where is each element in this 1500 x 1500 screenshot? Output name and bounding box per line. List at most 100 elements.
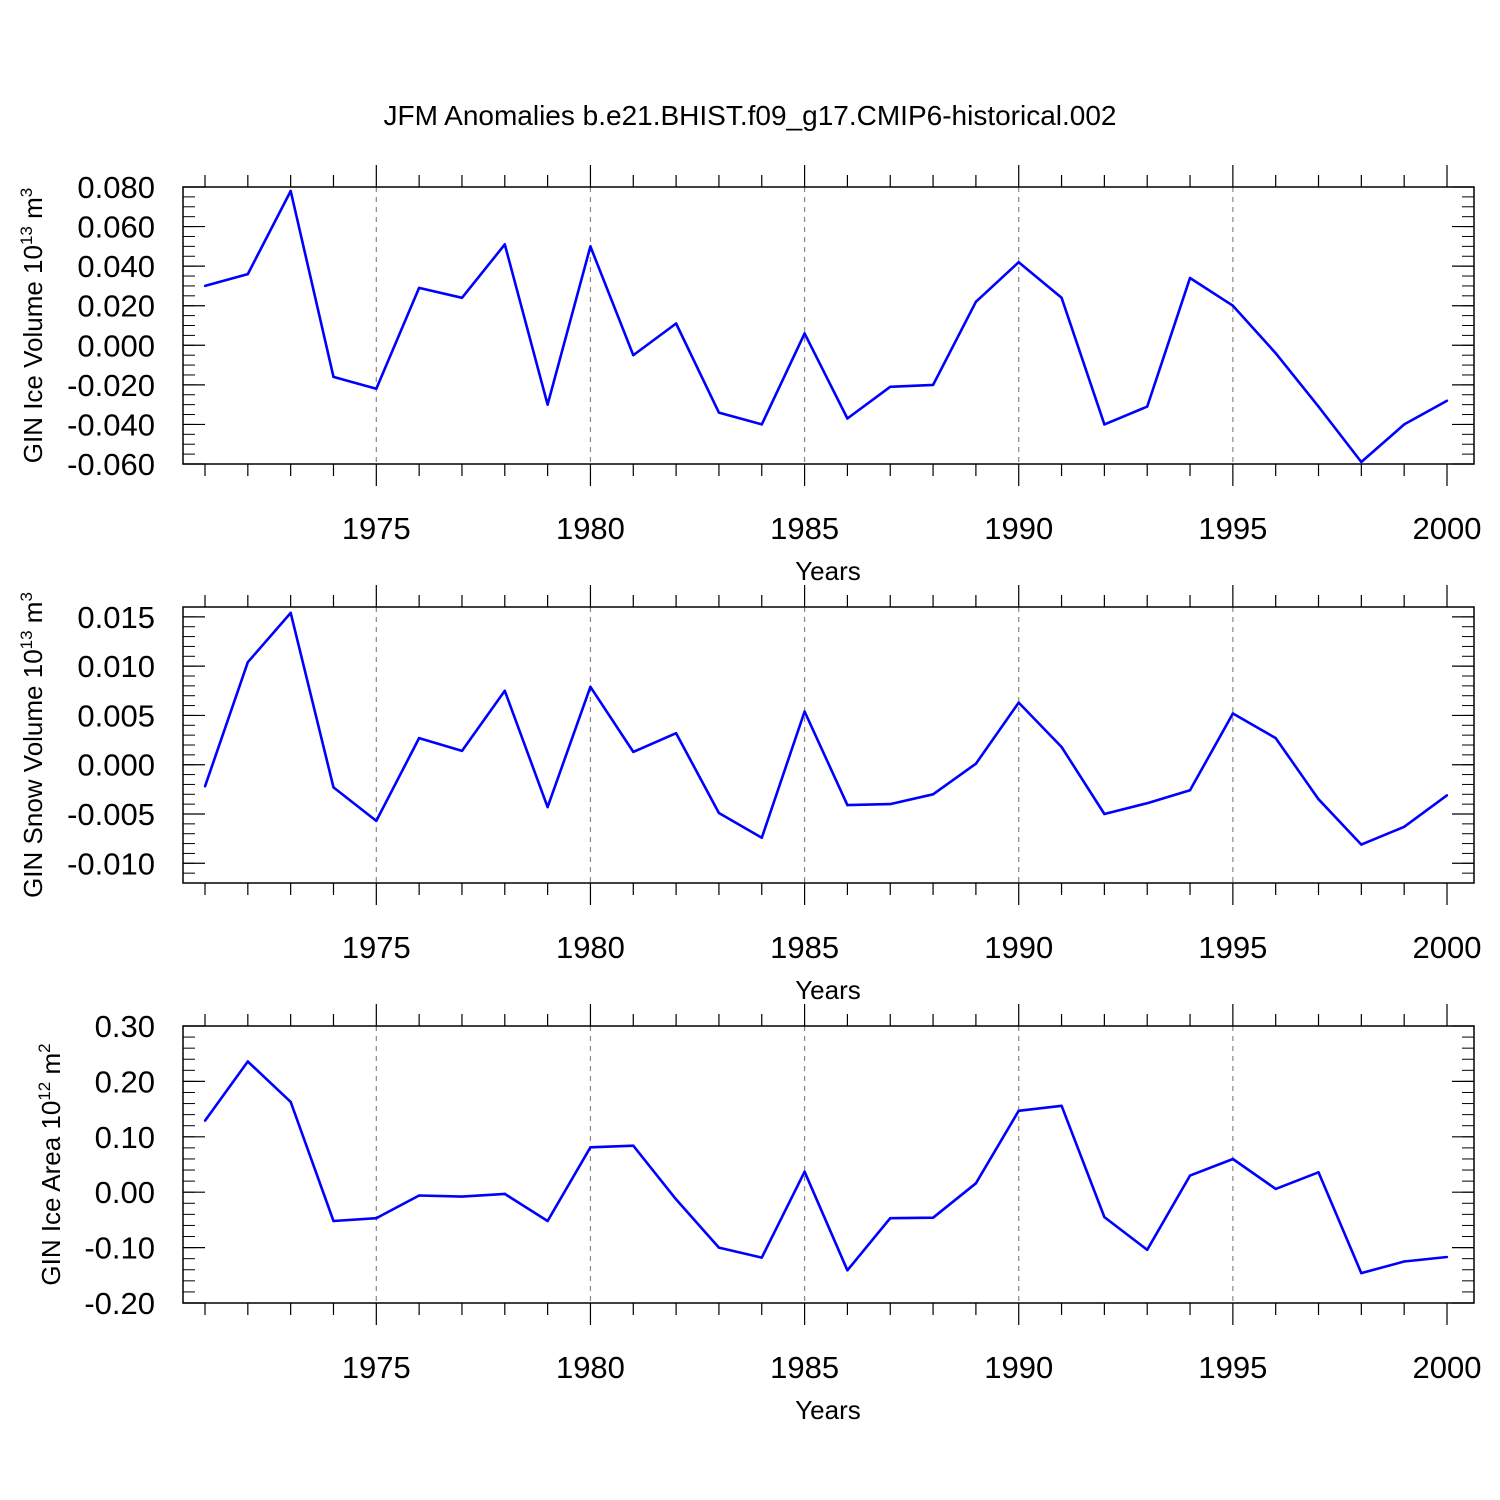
data-point (546, 805, 549, 809)
data-point (1188, 789, 1192, 792)
data-point (803, 710, 806, 713)
x-tick-label: 1995 (1198, 511, 1267, 546)
plot-frame (182, 1025, 1475, 1304)
x-tick-label: 1990 (984, 930, 1053, 965)
series-line (203, 611, 1448, 846)
data-point (674, 1198, 678, 1201)
data-point (760, 1256, 763, 1259)
data-point (674, 731, 678, 735)
figure-title: JFM Anomalies b.e21.BHIST.f09_g17.CMIP6-… (383, 100, 1116, 131)
x-tick-label: 1995 (1198, 1350, 1267, 1385)
data-point (974, 762, 978, 765)
data-point (1146, 801, 1149, 805)
x-axis-label: Years (795, 1395, 861, 1425)
data-point (1317, 1171, 1320, 1174)
y-tick-label: -0.040 (67, 407, 155, 442)
y-tick-label: 0.10 (95, 1120, 155, 1155)
data-point (589, 245, 592, 248)
data-point (1445, 794, 1449, 797)
x-tick-label: 1975 (342, 1350, 411, 1385)
data-point (1231, 712, 1235, 715)
data-point (1402, 825, 1406, 829)
data-point (203, 284, 207, 288)
data-point (417, 1194, 421, 1197)
data-point (589, 1146, 592, 1149)
data-point (1360, 1271, 1363, 1275)
data-point (1103, 1215, 1106, 1219)
data-point (846, 1269, 849, 1272)
y-tick-label: -0.005 (67, 797, 155, 832)
y-tick-label: -0.10 (84, 1231, 155, 1266)
data-point (931, 383, 935, 387)
data-point (503, 689, 506, 692)
data-point (803, 332, 806, 335)
y-tick-label: 0.020 (77, 289, 155, 324)
data-point (417, 736, 421, 740)
data-point (1274, 1187, 1277, 1191)
data-point (546, 1219, 549, 1223)
y-tick-label: 0.040 (77, 249, 155, 284)
data-point (589, 685, 592, 689)
data-point (1146, 405, 1149, 408)
data-point (717, 811, 721, 815)
x-tick-label: 1975 (342, 511, 411, 546)
data-point (289, 189, 292, 193)
y-tick-label: -0.020 (67, 368, 155, 403)
data-point (1445, 399, 1449, 402)
x-tick-label: 1980 (556, 1350, 625, 1385)
data-point (1017, 701, 1020, 704)
data-point (246, 1060, 250, 1063)
y-tick-label: 0.20 (95, 1064, 155, 1099)
y-tick-label: 0.00 (95, 1175, 155, 1210)
data-point (1188, 1174, 1192, 1177)
y-tick-label: 0.080 (77, 170, 155, 205)
x-tick-label: 1990 (984, 1350, 1053, 1385)
series-line (204, 189, 1448, 464)
data-point (503, 1192, 506, 1196)
y-tick-label: 0.000 (77, 748, 155, 783)
x-tick-label: 1990 (984, 511, 1053, 546)
x-tick-label: 1985 (770, 930, 839, 965)
y-axis-label: GIN Ice Volume 1013 m3 (17, 188, 48, 464)
data-point (889, 1217, 892, 1220)
data-point (760, 423, 763, 426)
data-point (1146, 1248, 1149, 1252)
data-point (332, 1219, 335, 1223)
data-point (1017, 260, 1020, 264)
data-point (203, 785, 207, 788)
y-tick-label: 0.30 (95, 1009, 155, 1044)
data-point (931, 1216, 935, 1219)
data-point (1445, 1255, 1449, 1259)
x-tick-label: 2000 (1413, 511, 1482, 546)
x-tick-label: 1980 (556, 511, 625, 546)
data-point (1317, 405, 1320, 408)
data-point (1103, 423, 1106, 426)
data-point (1231, 304, 1235, 307)
y-tick-label: 0.010 (77, 649, 155, 684)
data-point (1103, 812, 1106, 816)
data-point (460, 296, 464, 299)
x-tick-label: 2000 (1413, 930, 1482, 965)
y-tick-label: -0.060 (67, 447, 155, 482)
data-point (1060, 1104, 1063, 1107)
data-point (1402, 1260, 1406, 1263)
y-tick-label: 0.060 (77, 210, 155, 245)
y-tick-label: -0.20 (84, 1286, 155, 1321)
x-tick-label: 1980 (556, 930, 625, 965)
data-point (460, 749, 464, 753)
x-tick-label: 1995 (1198, 930, 1267, 965)
data-point (846, 417, 849, 420)
x-axis-label: Years (795, 556, 861, 586)
data-point (246, 661, 250, 664)
data-point (760, 836, 763, 839)
data-point (375, 387, 378, 391)
data-point (1017, 1109, 1020, 1112)
data-point (1402, 423, 1406, 426)
y-tick-label: 0.000 (77, 328, 155, 363)
data-point (1274, 352, 1277, 355)
data-point (417, 286, 421, 290)
data-point (289, 611, 292, 615)
data-point (717, 411, 721, 414)
data-point (546, 403, 549, 406)
ice-area-panel: -0.20 -0.10 0.00 0.10 0.20 0.30 1975 1980 1985 19… (35, 1004, 1481, 1425)
